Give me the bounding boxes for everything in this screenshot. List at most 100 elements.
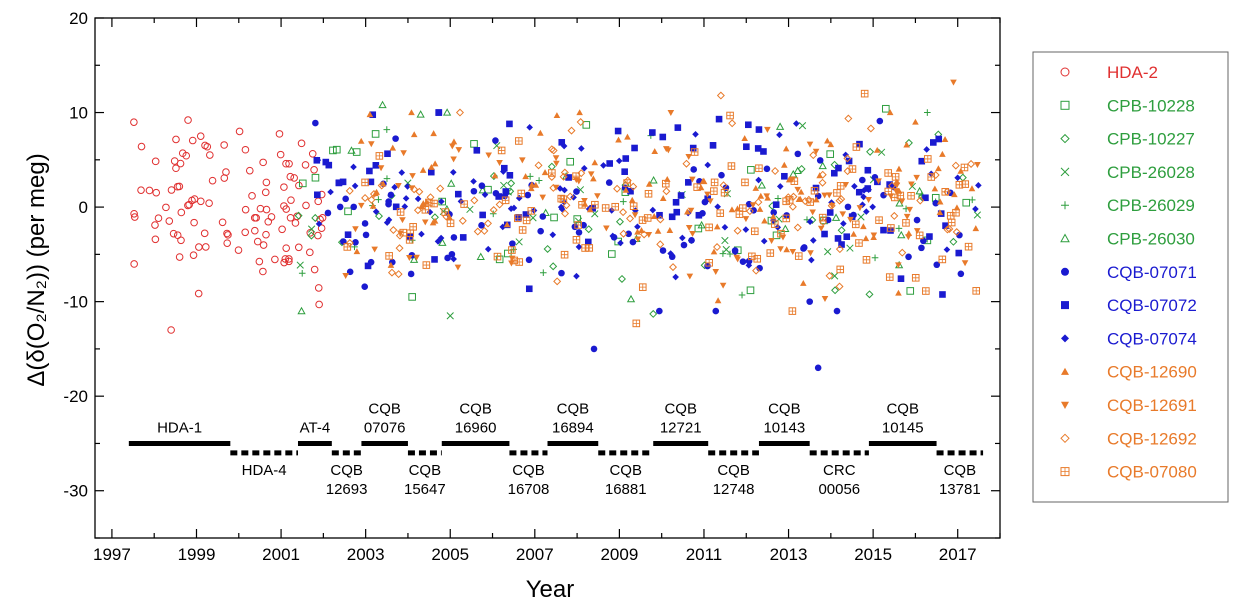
data-point bbox=[515, 258, 524, 266]
data-point bbox=[418, 230, 425, 238]
data-point bbox=[416, 110, 425, 118]
marker-cross bbox=[508, 246, 516, 254]
data-point bbox=[165, 217, 174, 225]
marker-cross bbox=[591, 201, 599, 209]
data-point bbox=[409, 173, 416, 180]
marker-cross bbox=[907, 192, 915, 200]
data-point bbox=[810, 186, 819, 195]
x-tick-label: 2003 bbox=[347, 545, 385, 564]
data-point bbox=[307, 231, 316, 240]
marker-cross bbox=[548, 169, 556, 177]
data-point bbox=[519, 157, 526, 164]
data-point bbox=[833, 307, 841, 315]
data-point bbox=[611, 202, 620, 211]
data-point bbox=[727, 162, 736, 170]
data-point bbox=[431, 256, 438, 263]
data-point bbox=[818, 213, 827, 222]
data-point bbox=[436, 184, 445, 193]
data-point bbox=[497, 146, 506, 155]
data-point bbox=[590, 345, 598, 353]
data-point bbox=[742, 226, 750, 233]
data-point bbox=[392, 203, 400, 211]
data-point bbox=[825, 271, 834, 280]
data-point bbox=[951, 161, 960, 170]
data-point bbox=[687, 207, 695, 214]
data-point bbox=[870, 232, 878, 239]
data-point bbox=[826, 209, 834, 216]
data-point bbox=[806, 218, 814, 226]
data-point bbox=[532, 181, 540, 188]
marker-cross bbox=[515, 137, 523, 145]
data-point bbox=[280, 202, 288, 210]
tank-label: 07076 bbox=[364, 419, 406, 436]
data-point bbox=[473, 147, 481, 154]
data-point bbox=[223, 239, 231, 247]
marker-cross bbox=[771, 220, 779, 228]
data-point bbox=[720, 188, 729, 197]
data-point bbox=[622, 186, 630, 193]
data-point bbox=[945, 224, 954, 233]
marker-cross bbox=[494, 253, 501, 260]
marker-cross bbox=[836, 266, 844, 273]
data-point bbox=[287, 196, 295, 204]
data-point bbox=[896, 191, 905, 200]
data-point bbox=[509, 240, 516, 247]
data-point bbox=[891, 193, 899, 202]
data-point bbox=[485, 152, 492, 159]
data-point bbox=[1060, 433, 1070, 444]
marker-cross bbox=[965, 243, 972, 250]
data-point bbox=[710, 248, 718, 255]
data-point bbox=[285, 255, 293, 263]
data-point bbox=[892, 188, 900, 195]
legend-label: CQB-07080 bbox=[1107, 463, 1197, 482]
data-point bbox=[167, 186, 176, 194]
data-point bbox=[522, 216, 531, 225]
data-point bbox=[794, 186, 801, 193]
data-point bbox=[314, 231, 322, 240]
data-point bbox=[508, 246, 516, 254]
data-point bbox=[645, 180, 653, 187]
data-point bbox=[548, 169, 556, 177]
data-point bbox=[716, 209, 725, 217]
data-point bbox=[194, 289, 203, 298]
data-point bbox=[167, 326, 175, 334]
marker-cross bbox=[961, 180, 969, 188]
marker-cross bbox=[514, 214, 522, 222]
marker-cross bbox=[795, 252, 803, 260]
data-point bbox=[481, 191, 489, 198]
data-point bbox=[814, 364, 822, 372]
data-point bbox=[923, 155, 932, 163]
data-point bbox=[619, 229, 628, 238]
data-point bbox=[871, 254, 879, 262]
data-point bbox=[761, 217, 768, 224]
data-point bbox=[824, 137, 831, 144]
data-point bbox=[721, 223, 729, 231]
data-point bbox=[344, 207, 352, 216]
data-point bbox=[860, 193, 867, 201]
data-point bbox=[973, 211, 982, 219]
marker-cross bbox=[782, 215, 790, 222]
data-point bbox=[1061, 267, 1069, 276]
data-point bbox=[361, 178, 369, 187]
data-point bbox=[476, 252, 485, 261]
data-point bbox=[188, 136, 197, 145]
data-point bbox=[518, 226, 527, 234]
tank-label: CQB bbox=[944, 462, 977, 479]
data-point bbox=[690, 166, 698, 173]
plot-frame-rect bbox=[94, 17, 1001, 539]
data-point bbox=[606, 160, 613, 167]
data-point bbox=[385, 216, 393, 224]
data-point bbox=[788, 202, 797, 211]
data-point bbox=[470, 140, 478, 148]
data-point bbox=[679, 234, 686, 242]
data-point bbox=[473, 227, 482, 236]
legend-label: CPB-10227 bbox=[1107, 130, 1195, 149]
data-point bbox=[315, 300, 323, 309]
data-point bbox=[941, 187, 950, 196]
tank-label: 16708 bbox=[508, 481, 550, 498]
marker-cross bbox=[952, 209, 960, 217]
data-point bbox=[575, 243, 583, 251]
data-point bbox=[656, 211, 663, 219]
data-point bbox=[866, 147, 875, 156]
data-point bbox=[942, 222, 949, 229]
